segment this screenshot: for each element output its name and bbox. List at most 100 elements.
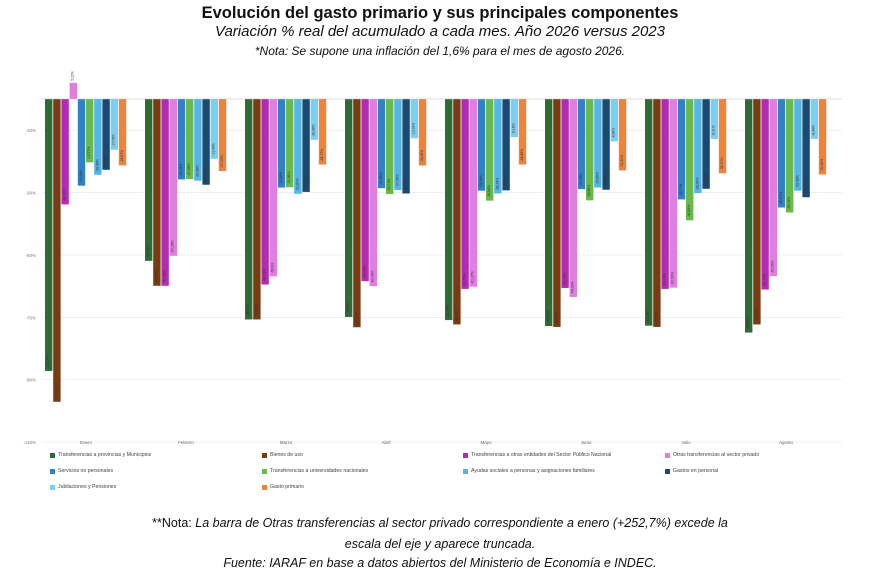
bar bbox=[145, 99, 153, 261]
data-label: -50,28% bbox=[171, 240, 175, 253]
bar bbox=[245, 99, 253, 320]
bar bbox=[94, 99, 102, 175]
legend-label: Gasto primario bbox=[270, 484, 305, 490]
data-label: -86,69% bbox=[746, 317, 750, 330]
legend-item: Transferencias a universidades nacionale… bbox=[262, 468, 368, 474]
data-label: -37,88% bbox=[595, 172, 599, 185]
data-label: -60,08% bbox=[371, 270, 375, 283]
data-label: -27,38% bbox=[395, 174, 399, 187]
data-label: -8,31% bbox=[712, 125, 716, 136]
bar bbox=[253, 99, 261, 320]
data-label: -26,08% bbox=[804, 182, 808, 195]
data-label: -29,38% bbox=[404, 178, 408, 191]
y-tick-label: -30% bbox=[25, 191, 36, 196]
bar bbox=[645, 99, 653, 326]
y-tick-label: -50% bbox=[25, 253, 36, 258]
bar bbox=[669, 99, 677, 288]
data-label: -26,08% bbox=[704, 173, 708, 186]
bar bbox=[118, 99, 127, 166]
data-label: -13,44% bbox=[212, 143, 216, 156]
bar bbox=[494, 99, 502, 194]
data-label: -34,88% bbox=[520, 149, 524, 162]
data-label: -68,79% bbox=[263, 269, 267, 282]
data-label: -8,44% bbox=[812, 125, 816, 136]
bar bbox=[45, 99, 53, 371]
bar bbox=[545, 99, 553, 327]
data-label: -32,68% bbox=[79, 170, 83, 183]
bar bbox=[386, 99, 394, 195]
bar bbox=[177, 99, 186, 180]
bar bbox=[402, 99, 410, 194]
data-label: -28,68% bbox=[504, 175, 508, 188]
legend-swatch bbox=[50, 484, 55, 490]
bar bbox=[761, 99, 769, 290]
data-label: -26,88% bbox=[195, 165, 199, 178]
bar bbox=[153, 99, 161, 286]
legend-swatch bbox=[262, 484, 267, 490]
data-label: -60,26% bbox=[771, 260, 775, 273]
bar bbox=[777, 99, 786, 208]
bar bbox=[510, 99, 518, 138]
footnote-line-2: escala del eje y aparece truncada. bbox=[344, 537, 536, 551]
data-label: -39,28% bbox=[479, 175, 483, 188]
bar bbox=[745, 99, 753, 333]
x-tick-label: Enero bbox=[80, 440, 93, 445]
data-label: -32,19% bbox=[387, 178, 391, 191]
bar bbox=[102, 99, 110, 170]
data-label: -87,17% bbox=[46, 355, 50, 368]
footnote-text-1: La barra de Otras transferencias al sect… bbox=[195, 516, 728, 530]
legend-item: Ayudas sociales a personas y asignacione… bbox=[463, 468, 595, 474]
data-label: -84,28% bbox=[546, 310, 550, 323]
legend-item: Gastos en personal bbox=[665, 468, 718, 474]
legend-item: Gasto primario bbox=[262, 484, 304, 490]
bar bbox=[586, 99, 594, 201]
bar bbox=[286, 99, 294, 188]
bar bbox=[786, 99, 794, 213]
data-label: -41,85% bbox=[687, 205, 691, 218]
data-label: -64,26% bbox=[571, 281, 575, 294]
bar bbox=[618, 99, 627, 171]
legend-swatch bbox=[463, 468, 468, 474]
chart-subtitle: Variación % real del acumulado a cada me… bbox=[215, 23, 665, 40]
data-label: -42,07% bbox=[679, 184, 683, 197]
legend-item: Bienes de uso bbox=[262, 452, 303, 458]
legend-swatch bbox=[262, 468, 267, 474]
bar bbox=[769, 99, 777, 277]
data-label: -27,68% bbox=[187, 163, 191, 176]
bar bbox=[61, 99, 69, 205]
legend-swatch bbox=[50, 452, 55, 458]
data-label: -56,06% bbox=[146, 245, 150, 258]
x-tick-label: Abril bbox=[381, 440, 390, 445]
x-tick-label: Junio bbox=[581, 440, 592, 445]
bar bbox=[694, 99, 702, 194]
data-label: -13,77% bbox=[87, 147, 91, 160]
data-label: -13,18% bbox=[412, 123, 416, 136]
y-tick-label: -10% bbox=[25, 128, 36, 133]
bar bbox=[345, 99, 353, 317]
data-label: -83,56% bbox=[754, 309, 758, 322]
bar bbox=[218, 99, 227, 172]
legend-label: Servicios no personales bbox=[58, 468, 114, 474]
bar bbox=[686, 99, 694, 221]
bar bbox=[294, 99, 302, 194]
data-label: -37,28% bbox=[579, 173, 583, 186]
bar bbox=[461, 99, 469, 289]
bar bbox=[569, 99, 577, 298]
bar bbox=[186, 99, 194, 180]
bar bbox=[69, 82, 77, 99]
legend-swatch bbox=[50, 468, 55, 474]
data-label: -31,86% bbox=[279, 172, 283, 185]
data-label: -97,19% bbox=[54, 386, 58, 399]
bar bbox=[561, 99, 569, 288]
bar bbox=[77, 99, 86, 186]
bar bbox=[269, 99, 277, 277]
bar bbox=[169, 99, 177, 256]
legend-label: Gastos en personal bbox=[673, 468, 718, 474]
bar bbox=[718, 99, 727, 174]
legend-item: Servicios no personales bbox=[50, 468, 113, 474]
data-label: -69,66% bbox=[246, 304, 250, 317]
bar bbox=[353, 99, 361, 328]
data-label: -84,12% bbox=[454, 309, 458, 322]
data-label: -78,69% bbox=[346, 301, 350, 314]
data-label: 5,22% bbox=[71, 71, 75, 81]
